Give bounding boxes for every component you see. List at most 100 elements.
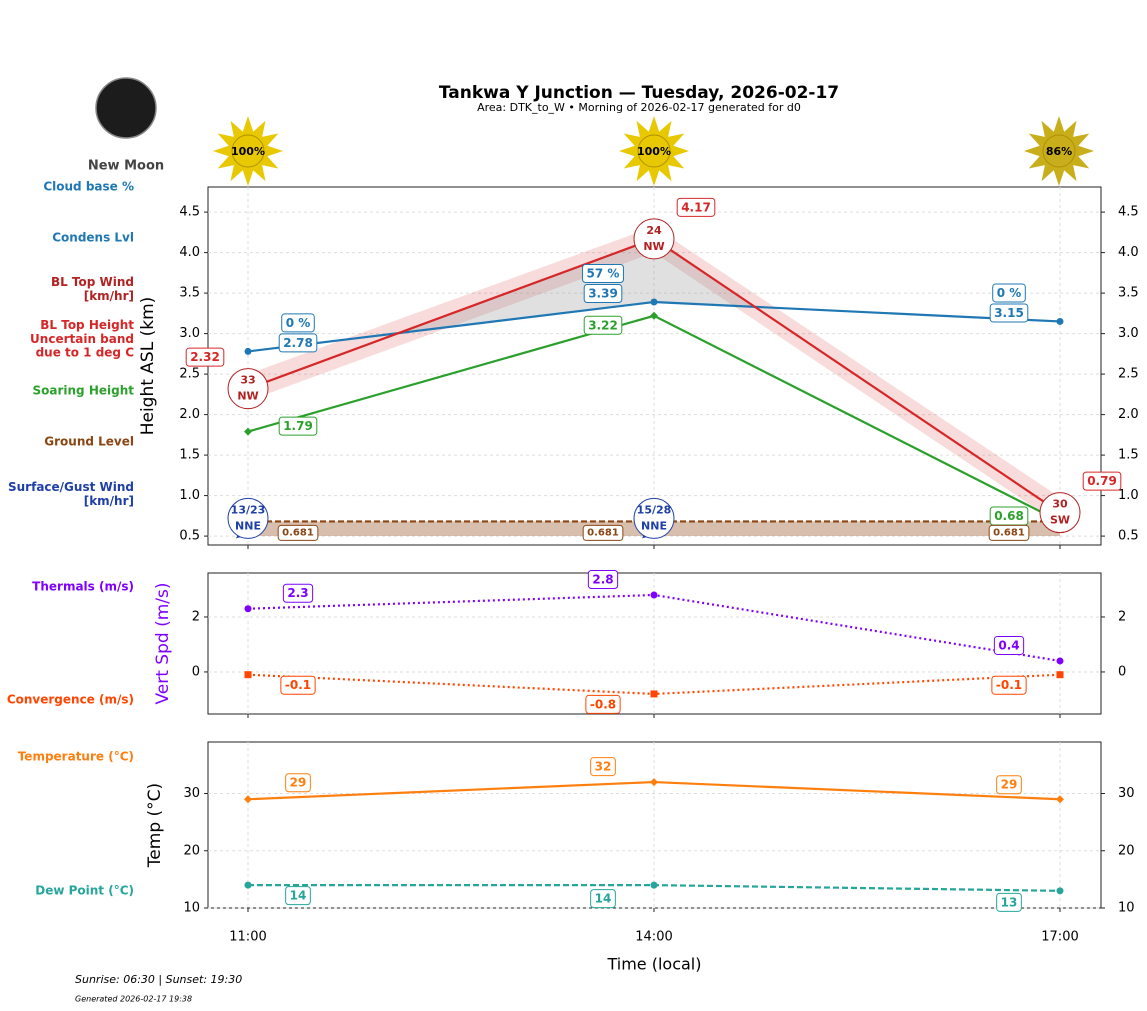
label-box xyxy=(583,315,623,335)
y-tick-label: 1.0 xyxy=(1118,488,1139,503)
wind-circle xyxy=(227,497,269,539)
y-tick-label: 0.5 xyxy=(179,529,200,544)
y-tick-label: 4.0 xyxy=(1118,245,1139,260)
value-label: -0.8 xyxy=(590,697,616,711)
value-label: 3.15 xyxy=(994,306,1024,320)
legend-label: Cloud base % xyxy=(43,180,134,194)
x-tick-label: 14:00 xyxy=(635,930,672,945)
y-tick-label: 1.5 xyxy=(179,448,200,463)
label-box xyxy=(582,264,624,284)
label-box xyxy=(281,313,315,333)
value-label: 3.22 xyxy=(588,318,618,332)
y-tick-label: 2.0 xyxy=(179,407,200,422)
label-box xyxy=(277,524,319,541)
wind-circle xyxy=(227,368,269,410)
label-box xyxy=(996,892,1022,912)
sun-label: 86% xyxy=(1046,145,1072,158)
value-label: 2.8 xyxy=(592,572,613,586)
value-label: 14 xyxy=(290,889,307,903)
y-tick-label: 2.0 xyxy=(1118,407,1139,422)
wind-direction: NNE xyxy=(641,519,667,532)
wind-speed: 24 xyxy=(646,224,662,237)
y-tick-label: 30 xyxy=(1118,786,1135,801)
value-label: 13 xyxy=(1001,895,1018,909)
label-box xyxy=(988,524,1030,541)
marker xyxy=(1056,317,1064,325)
label-box xyxy=(582,524,624,541)
wind-direction: NW xyxy=(643,240,664,253)
chart-subtitle: Area: DTK_to_W • Morning of 2026-02-17 g… xyxy=(477,101,801,114)
label-box xyxy=(280,675,316,695)
value-label: 0.681 xyxy=(282,527,314,538)
cloud-fill xyxy=(248,238,1060,352)
legend-label: Soaring Height xyxy=(33,384,135,398)
value-label: 2.3 xyxy=(287,586,308,600)
label-box xyxy=(185,347,225,367)
sun-label: 100% xyxy=(231,145,265,158)
value-label: 1.79 xyxy=(283,419,313,433)
sun-disc xyxy=(637,134,671,168)
label-box xyxy=(585,694,621,714)
marker xyxy=(244,427,252,436)
label-box xyxy=(993,635,1025,655)
marker xyxy=(650,690,658,698)
value-label: 3.39 xyxy=(588,287,618,301)
value-label: 0.681 xyxy=(587,527,619,538)
legend-label: Surface/Gust Wind [km/hr] xyxy=(8,480,134,508)
uncertainty-band xyxy=(248,226,1060,525)
label-box xyxy=(282,583,314,603)
label-box xyxy=(285,886,311,906)
value-label: 0 % xyxy=(286,316,311,330)
legend-label: Convergence (m/s) xyxy=(7,693,134,707)
y-tick-label: 2.5 xyxy=(179,367,200,382)
moon-icon xyxy=(95,77,157,139)
y-axis-title: Temp (°C) xyxy=(145,783,165,868)
sun-label: 100% xyxy=(637,145,671,158)
y-tick-label: 0 xyxy=(192,664,200,679)
y-tick-label: 3.0 xyxy=(179,326,200,341)
value-label: 0.79 xyxy=(1087,474,1117,488)
marker xyxy=(650,298,658,306)
label-box xyxy=(676,197,716,217)
y-tick-label: 30 xyxy=(183,786,200,801)
marker xyxy=(650,881,658,889)
label-box xyxy=(989,303,1029,323)
marker xyxy=(1056,671,1064,679)
value-label: 29 xyxy=(1001,778,1018,792)
legend-label: Thermals (m/s) xyxy=(32,580,134,594)
x-tick-label: 17:00 xyxy=(1041,930,1078,945)
y-tick-label: 4.5 xyxy=(1118,205,1139,220)
legend-label: Dew Point (°C) xyxy=(35,884,134,898)
label-box xyxy=(992,283,1026,303)
wind-speed: 33 xyxy=(240,374,255,387)
wind-direction: SW xyxy=(1050,514,1070,527)
label-box xyxy=(285,773,311,793)
value-label: 0.68 xyxy=(994,509,1024,523)
value-label: -0.1 xyxy=(285,678,311,692)
legend-label: BL Top Wind [km/hr] xyxy=(51,275,134,303)
marker xyxy=(1056,887,1064,895)
label-box xyxy=(991,675,1027,695)
y-tick-label: 1.5 xyxy=(1118,448,1139,463)
wind-direction: NNE xyxy=(235,519,261,532)
marker xyxy=(1056,795,1064,804)
label-box xyxy=(587,569,619,589)
y-tick-label: 0 xyxy=(1118,664,1126,679)
marker xyxy=(244,671,252,679)
value-label: -0.1 xyxy=(996,678,1022,692)
wind-direction: NW xyxy=(237,390,258,403)
label-box xyxy=(1082,471,1122,491)
legend-label: Ground Level xyxy=(44,435,134,449)
y-tick-label: 3.0 xyxy=(1118,326,1139,341)
value-label: 0.4 xyxy=(998,638,1019,652)
y-tick-label: 10 xyxy=(183,901,200,916)
marker xyxy=(650,778,658,787)
label-box xyxy=(590,757,616,777)
y-tick-label: 10 xyxy=(1118,901,1135,916)
y-axis-title: Height ASL (km) xyxy=(138,297,158,436)
marker xyxy=(244,347,252,355)
value-label: 2.32 xyxy=(190,350,220,364)
y-tick-label: 4.0 xyxy=(179,245,200,260)
y-tick-label: 0.5 xyxy=(1118,529,1139,544)
y-tick-label: 3.5 xyxy=(1118,286,1139,301)
